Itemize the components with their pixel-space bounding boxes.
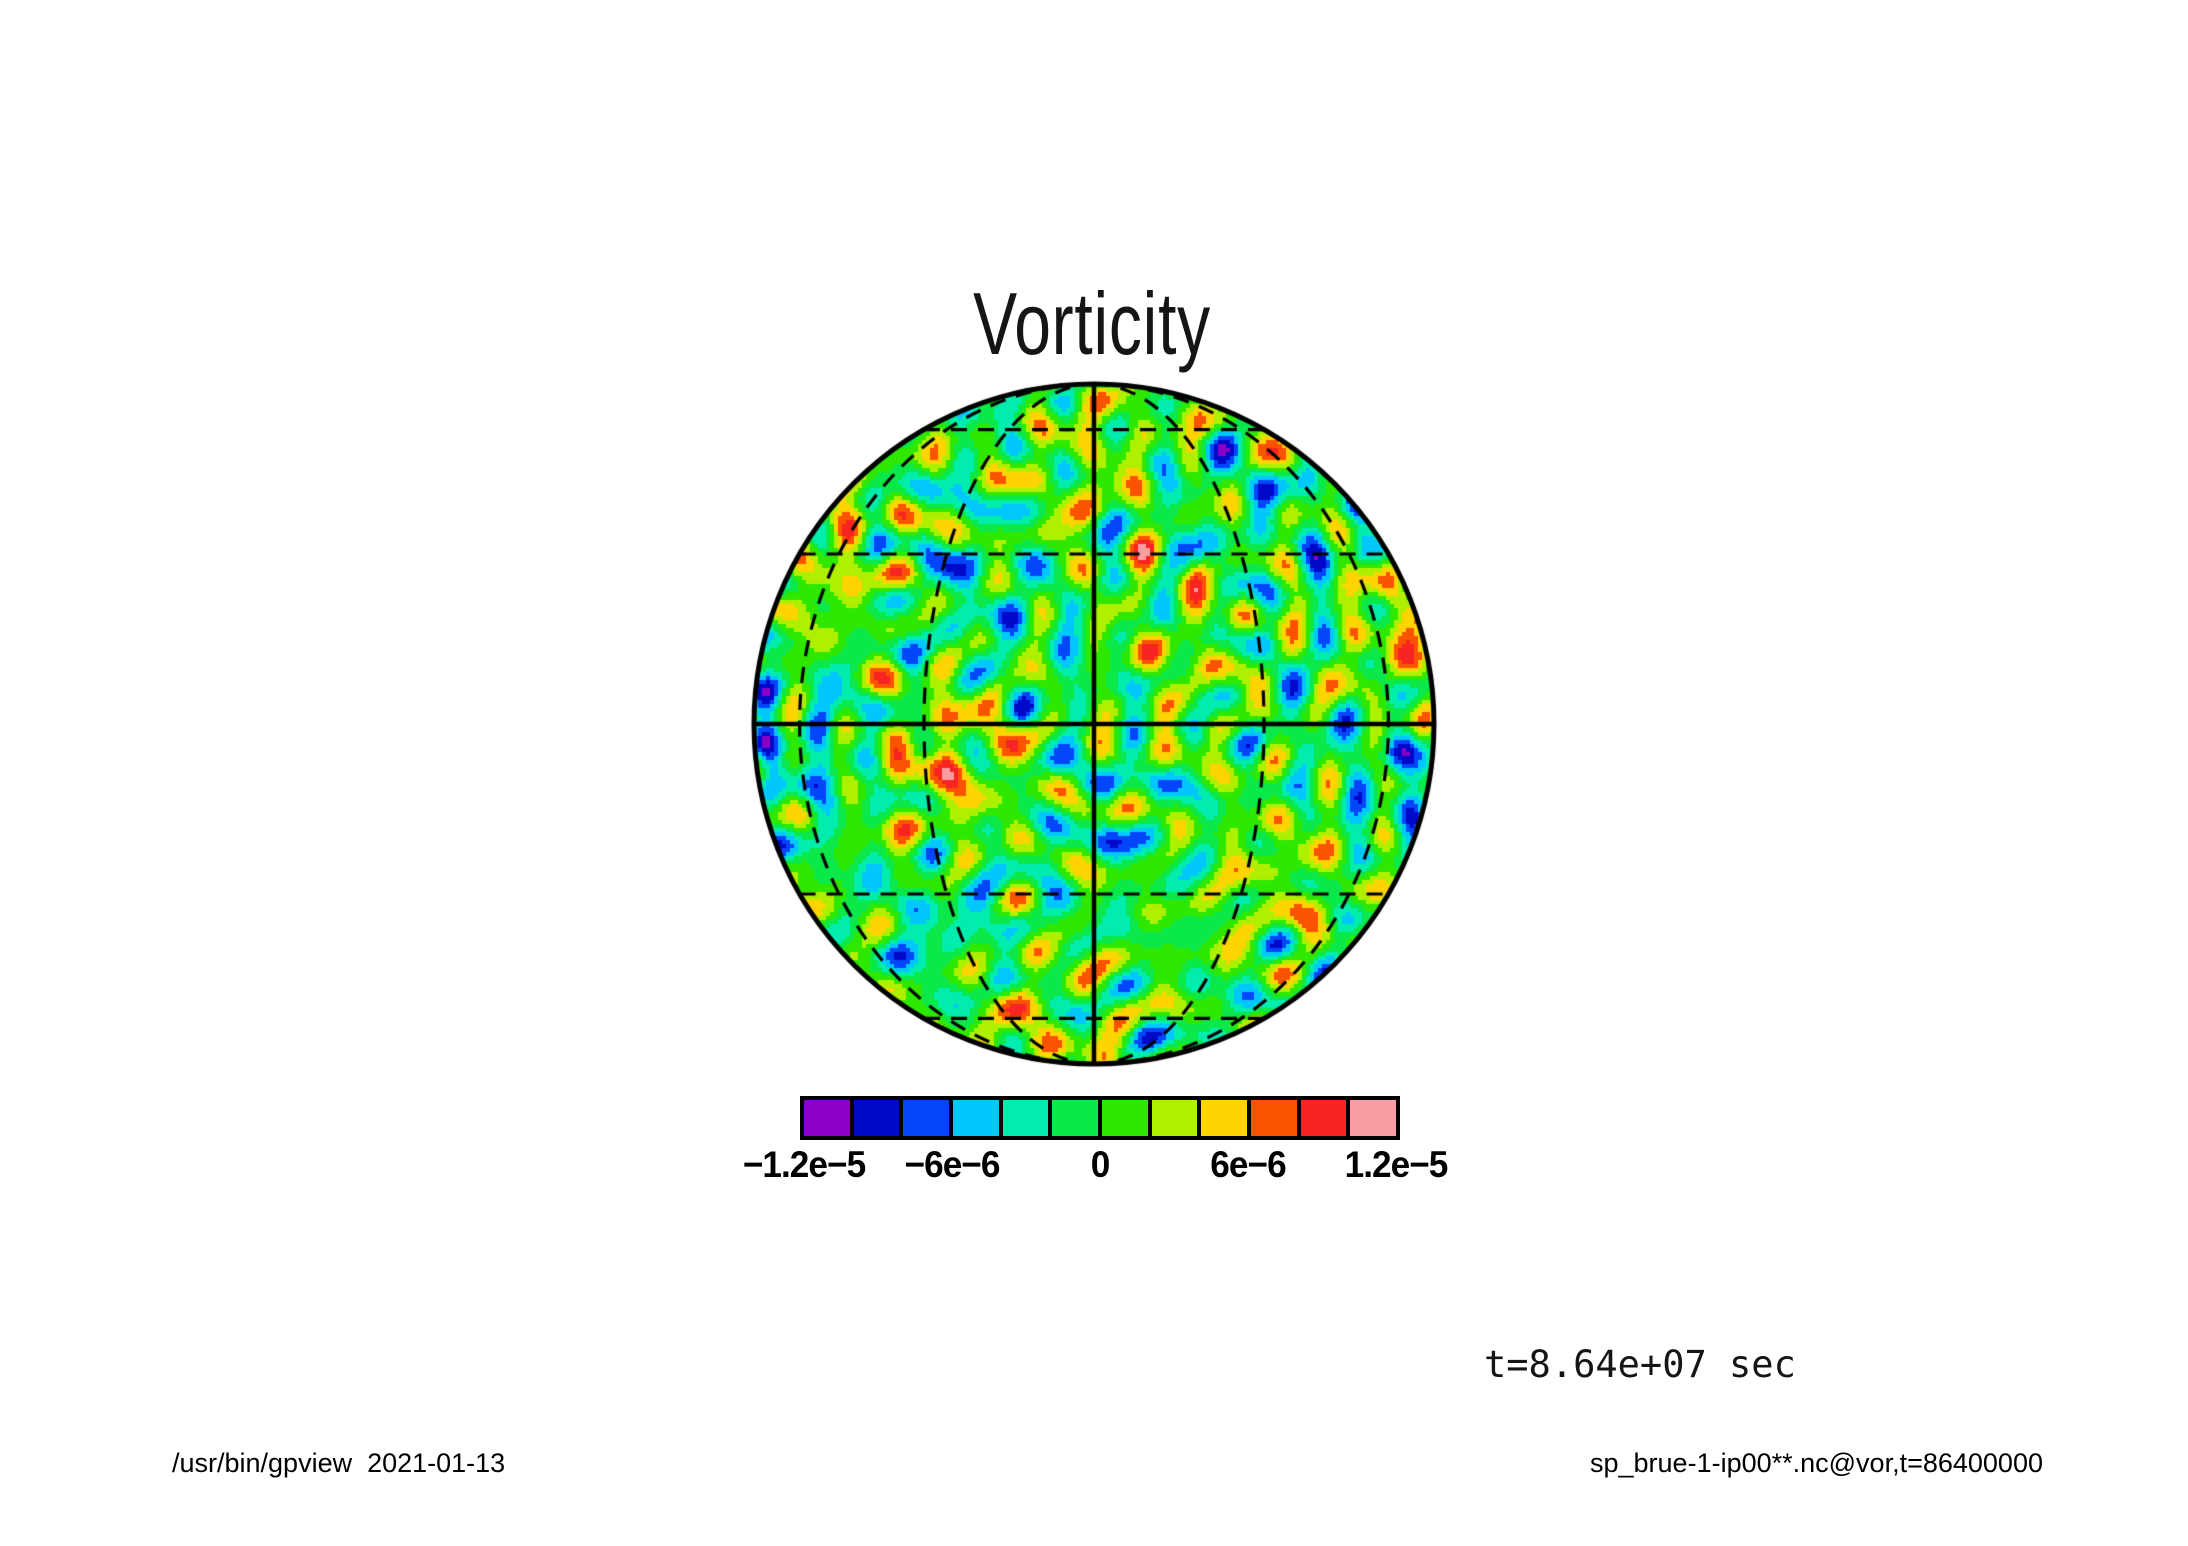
colorbar-cell: [1201, 1100, 1248, 1136]
colorbar-tick-label: 1.2e−5: [1344, 1144, 1449, 1185]
colorbar-cell: [903, 1100, 950, 1136]
colorbar-cell: [1102, 1100, 1148, 1136]
globe-plot: [746, 376, 1442, 1072]
colorbar: [800, 1096, 1400, 1140]
colorbar-tick-label: −6e−6: [904, 1144, 1001, 1185]
footer-datafile: sp_brue-1-ip00**.nc@vor,t=86400000: [1590, 1448, 2043, 1478]
colorbar-cell: [1350, 1100, 1397, 1136]
colorbar-cell: [853, 1100, 900, 1136]
colorbar-cell: [1002, 1100, 1049, 1136]
colorbar-tick-label: 0: [1090, 1144, 1111, 1185]
colorbar-cell: [1300, 1100, 1347, 1136]
plot-title: Vorticity: [973, 274, 1211, 373]
colorbar-cell: [1052, 1100, 1099, 1136]
footer-command: /usr/bin/gpview 2021-01-13: [172, 1448, 506, 1478]
colorbar-cell: [1251, 1100, 1297, 1136]
colorbar-tick-label: 6e−6: [1210, 1144, 1286, 1185]
colorbar-cell: [1151, 1100, 1198, 1136]
colorbar-cell: [953, 1100, 999, 1136]
colorbar-tick-label: −1.2e−5: [742, 1144, 866, 1185]
colorbar-cell: [804, 1100, 850, 1136]
time-label: t=8.64e+07 sec: [1484, 1343, 1796, 1386]
